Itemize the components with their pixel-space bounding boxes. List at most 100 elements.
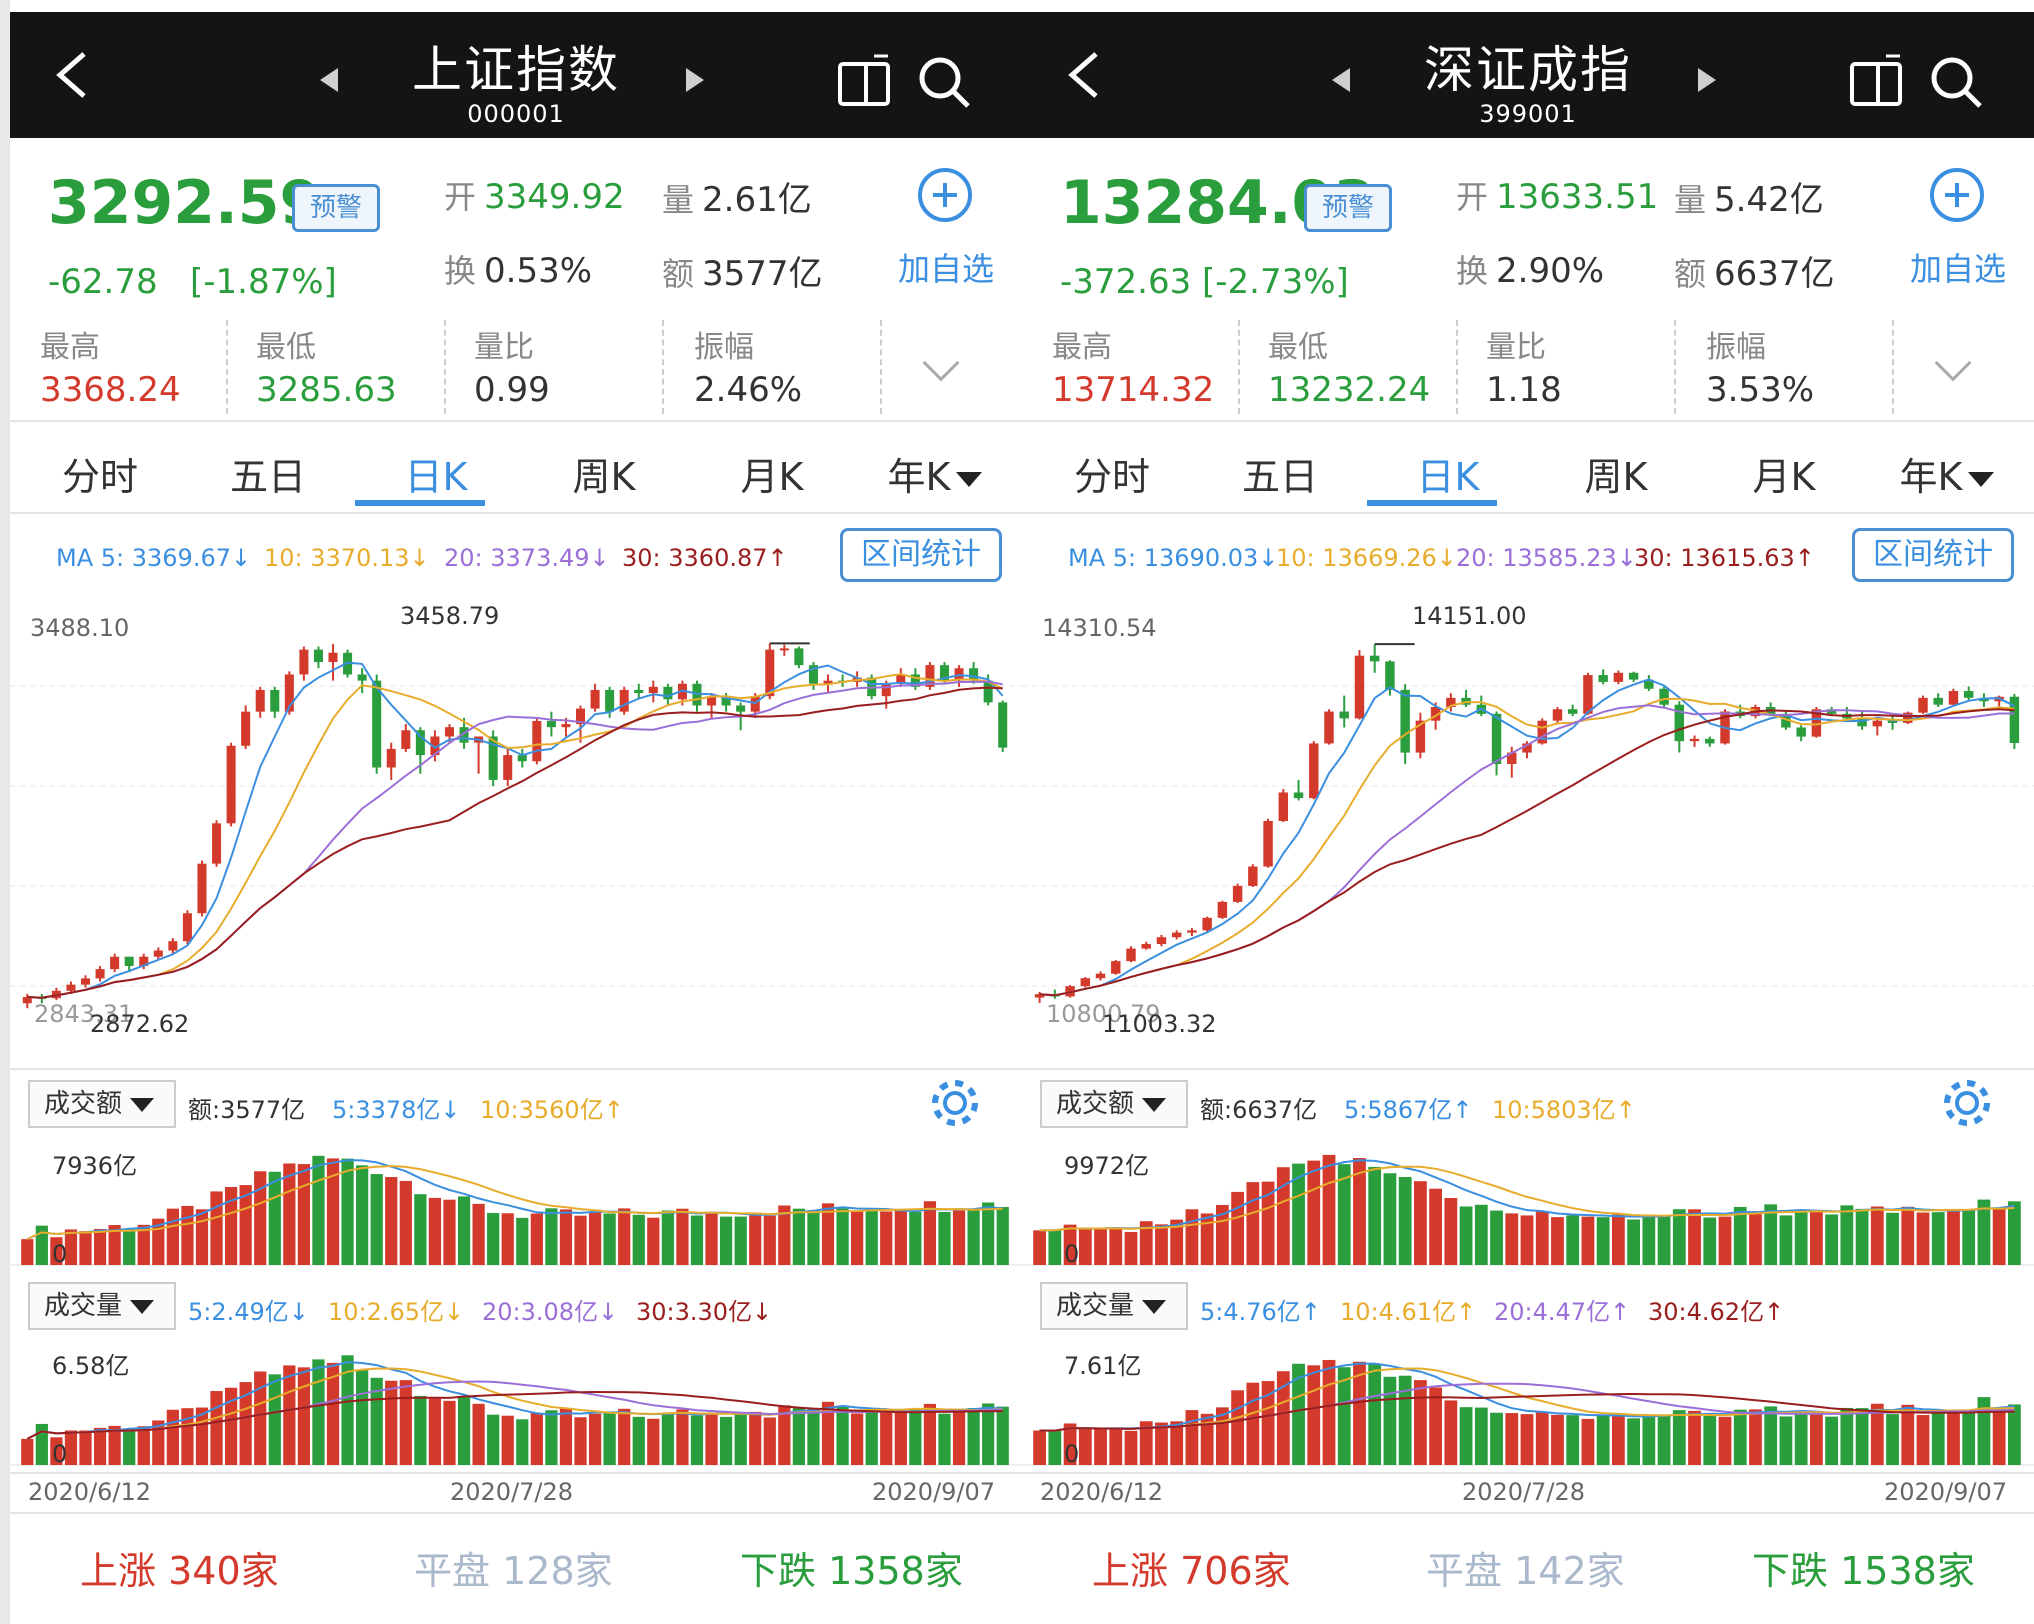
amount-bar	[1931, 1212, 1945, 1265]
prev-arrow-icon[interactable]	[320, 68, 338, 92]
volume-ma20: 20:4.47亿↑	[1494, 1298, 1631, 1326]
tab-monthly-k[interactable]: 月K	[1752, 455, 1816, 499]
tab-monthly-k[interactable]: 月K	[740, 455, 804, 499]
range-stat-button[interactable]: 区间统计	[840, 528, 1002, 582]
add-watchlist-label[interactable]: 加自选	[1910, 250, 2007, 288]
volume-bar	[1459, 1407, 1473, 1465]
candle-body	[444, 727, 454, 737]
search-icon[interactable]	[1926, 52, 1986, 112]
tab-yearly-k[interactable]: 年K	[1867, 446, 2027, 501]
add-watchlist-label[interactable]: 加自选	[898, 250, 995, 288]
amount-bar	[224, 1186, 238, 1265]
amount-bar	[588, 1211, 602, 1265]
volume-bar	[1505, 1413, 1519, 1465]
amount-bar	[1200, 1213, 1214, 1265]
gear-icon[interactable]	[1940, 1076, 1994, 1130]
split-screen-icon[interactable]	[834, 52, 894, 112]
gear-icon[interactable]	[928, 1076, 982, 1130]
candle-body	[415, 730, 425, 756]
price-change: -372.63	[1060, 262, 1192, 302]
search-icon[interactable]	[914, 52, 974, 112]
candle-body	[1095, 973, 1106, 979]
amount-bar	[1977, 1199, 1991, 1265]
candle-body	[139, 956, 149, 967]
next-arrow-icon[interactable]	[686, 68, 704, 92]
next-arrow-icon[interactable]	[1698, 68, 1716, 92]
price-alert-button[interactable]: 预警	[1304, 184, 1392, 232]
price-change-percent: [-1.87%]	[190, 262, 337, 302]
volume-bar	[1155, 1422, 1168, 1465]
amount-bar	[1688, 1209, 1701, 1265]
chevron-down-icon[interactable]	[922, 344, 960, 382]
volume-bar	[1200, 1413, 1214, 1465]
stat-value-amplitude: 3.53%	[1706, 370, 1815, 410]
amount-bar	[1672, 1209, 1686, 1265]
volume-bar	[166, 1409, 179, 1465]
candle-body	[808, 665, 818, 684]
ma5-label: MA 5: 13690.03↓	[1068, 544, 1279, 572]
amount-bar	[1398, 1177, 1412, 1265]
tab-intraday[interactable]: 分时	[1073, 455, 1150, 499]
amount-bar	[1749, 1211, 1762, 1265]
candle-body	[1232, 885, 1243, 902]
tab-five-day[interactable]: 五日	[1241, 455, 1318, 499]
volume-bar	[1276, 1371, 1290, 1465]
split-screen-icon[interactable]	[1846, 52, 1906, 112]
volume-bar	[254, 1371, 267, 1465]
candlestick-chart[interactable]	[1022, 596, 2034, 1050]
amount-bar	[399, 1180, 412, 1265]
volume-bar	[1855, 1408, 1869, 1465]
active-tab-indicator	[1367, 500, 1497, 506]
amount-zero-label: 0	[1064, 1240, 1080, 1268]
amount-selector[interactable]: 成交额	[1040, 1080, 1188, 1128]
tab-weekly-k[interactable]: 周K	[1584, 455, 1648, 499]
candle-body	[1781, 713, 1791, 728]
prev-arrow-icon[interactable]	[1332, 68, 1350, 92]
volume-bar	[851, 1413, 864, 1465]
candle-body	[1674, 704, 1685, 742]
kline-high-label: 3458.79	[400, 602, 500, 630]
volume-bar	[1231, 1390, 1245, 1465]
tab-daily-k[interactable]: 日K	[1416, 455, 1480, 499]
amount-bar	[2007, 1201, 2021, 1265]
candle-body	[1903, 712, 1913, 723]
volume-bar	[1916, 1415, 1930, 1465]
candlestick-chart[interactable]	[10, 596, 1022, 1050]
add-circle-icon[interactable]	[1930, 168, 1984, 222]
amount-bar	[487, 1212, 500, 1265]
amount-bar	[836, 1208, 849, 1265]
index-code: 399001	[1479, 100, 1577, 128]
price-alert-button[interactable]: 预警	[292, 184, 380, 232]
amount-bar	[705, 1211, 718, 1265]
tab-weekly-k[interactable]: 周K	[572, 455, 636, 499]
amount-bar-chart	[10, 1155, 1022, 1266]
back-chevron-icon[interactable]	[50, 50, 94, 100]
volume-ma30: 30:4.62亿↑	[1648, 1298, 1785, 1326]
amount-bar	[210, 1191, 223, 1265]
chevron-down-icon[interactable]	[1934, 344, 1972, 382]
amount-bar	[1505, 1213, 1519, 1265]
amount-bar	[982, 1202, 995, 1265]
stat-label-volume-ratio: 量比	[474, 330, 534, 365]
tab-yearly-k[interactable]: 年K	[855, 446, 1015, 501]
ma30-label: 30: 3360.87↑	[622, 544, 788, 572]
volume-max-label: 6.58亿	[52, 1352, 130, 1380]
volume-selector[interactable]: 成交量	[28, 1282, 176, 1330]
dropdown-triangle-icon	[1142, 1097, 1167, 1112]
volume-selector[interactable]: 成交量	[1040, 1282, 1188, 1330]
volume-ma10: 10:4.61亿↑	[1340, 1298, 1477, 1326]
add-circle-icon[interactable]	[918, 168, 972, 222]
range-stat-button[interactable]: 区间统计	[1852, 528, 2014, 582]
tab-five-day[interactable]: 五日	[229, 455, 306, 499]
tab-intraday[interactable]: 分时	[61, 455, 138, 499]
amount-bar	[967, 1210, 980, 1265]
amount-bar	[341, 1158, 354, 1265]
amount-selector[interactable]: 成交额	[28, 1080, 176, 1128]
amount-bar	[1809, 1210, 1823, 1265]
amount-bar	[1870, 1206, 1884, 1265]
date-mid-label: 2020/7/28	[1462, 1478, 1586, 1506]
ma10-label: 10: 13669.26↓	[1276, 544, 1457, 572]
amount-bar	[632, 1214, 645, 1265]
tab-daily-k[interactable]: 日K	[404, 455, 468, 499]
back-chevron-icon[interactable]	[1062, 50, 1106, 100]
